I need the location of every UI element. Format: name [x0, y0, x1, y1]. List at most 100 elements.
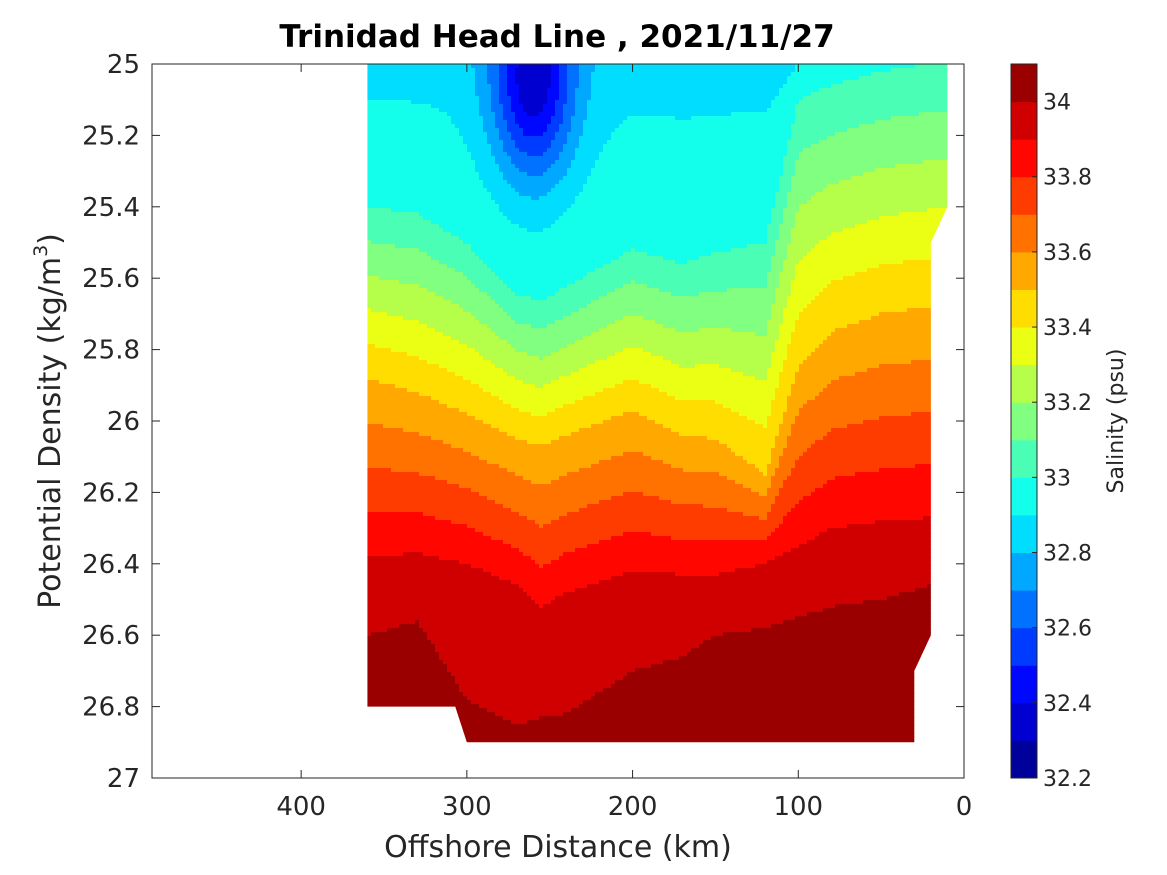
contour-cell — [771, 504, 796, 509]
contour-cell — [791, 132, 836, 137]
contour-cell — [563, 316, 624, 321]
contour-cell — [559, 96, 568, 101]
contour-cell — [783, 620, 948, 625]
contour-cell — [367, 732, 948, 737]
contour-cell — [367, 196, 492, 201]
contour-cell — [783, 420, 796, 425]
contour-cell — [507, 180, 560, 185]
contour-cell — [459, 128, 484, 133]
contour-cell — [491, 360, 596, 365]
contour-cell — [503, 104, 512, 109]
contour-cell — [623, 412, 640, 417]
contour-cell — [799, 204, 948, 209]
contour-cell — [483, 388, 604, 393]
contour-cell — [515, 140, 552, 145]
contour-cell — [567, 76, 580, 81]
contour-cell — [503, 308, 580, 313]
x-tick-label: 400 — [276, 792, 326, 822]
contour-cell — [367, 344, 376, 349]
contour-cell — [419, 356, 484, 361]
contour-cell — [771, 412, 784, 417]
contour-cell — [595, 164, 784, 169]
contour-cell — [559, 436, 708, 441]
contour-cell — [571, 312, 772, 317]
contour-cell — [891, 116, 948, 121]
contour-cell — [551, 480, 736, 485]
contour-cell — [799, 412, 912, 417]
contour-cell — [775, 472, 792, 477]
contour-cell — [767, 536, 816, 541]
contour-cell — [519, 84, 552, 89]
contour-cell — [367, 640, 432, 645]
contour-cell — [463, 272, 496, 277]
contour-cell — [771, 264, 784, 269]
contour-cell — [367, 648, 436, 653]
contour-cell — [367, 440, 444, 445]
contour-cell — [771, 400, 788, 405]
contour-cell — [679, 656, 948, 661]
contour-cell — [763, 424, 768, 429]
contour-cell — [623, 348, 644, 353]
contour-cell — [791, 388, 824, 393]
y-axis-label: Potential Density (kg/m3) — [30, 233, 68, 609]
contour-cell — [523, 128, 548, 133]
contour-cell — [455, 268, 492, 273]
contour-cell — [611, 496, 660, 501]
contour-cell — [367, 300, 452, 305]
contour-cell — [623, 676, 948, 681]
colorbar-swatch — [1011, 627, 1037, 666]
contour-cell — [555, 184, 584, 189]
contour-cell — [499, 128, 508, 133]
contour-cell — [779, 384, 792, 389]
contour-cell — [511, 96, 520, 101]
contour-cell — [631, 248, 636, 253]
contour-cell — [823, 388, 948, 393]
contour-cell — [899, 592, 948, 597]
contour-cell — [447, 368, 504, 373]
contour-cell — [591, 72, 792, 77]
contour-cell — [487, 460, 600, 465]
contour-cell — [367, 84, 476, 89]
contour-cell — [791, 336, 828, 341]
contour-cell — [623, 380, 640, 385]
y-axis: 25 25.2 25.4 25.6 25.8 26 26.2 26.4 26.6 26.8 27 — [82, 50, 964, 794]
contour-cell — [575, 104, 588, 109]
contour-cell — [563, 120, 572, 125]
contour-cell — [831, 84, 948, 89]
contour-cell — [451, 232, 768, 237]
contour-cell — [467, 696, 592, 701]
contour-cell — [491, 572, 624, 577]
contour-cell — [775, 244, 788, 249]
contour-cell — [427, 252, 476, 257]
contour-cell — [463, 448, 732, 453]
contour-cell — [871, 72, 948, 77]
contour-cell — [471, 244, 748, 249]
contour-cell — [783, 484, 824, 489]
contour-cell — [611, 684, 948, 689]
contour-cell — [787, 244, 816, 249]
contour-cell — [791, 124, 860, 129]
contour-cell — [879, 468, 948, 473]
contour-cell — [803, 404, 948, 409]
contour-cell — [787, 348, 816, 353]
contour-cell — [487, 292, 516, 297]
contour-cell — [519, 100, 548, 105]
contour-cell — [795, 264, 880, 269]
contour-cell — [775, 344, 788, 349]
contour-cell — [647, 416, 748, 421]
contour-cell — [559, 64, 568, 69]
contour-cell — [559, 84, 568, 89]
contour-cell — [367, 280, 400, 285]
contour-cell — [679, 432, 780, 437]
contour-cell — [767, 320, 784, 325]
contour-cell — [767, 284, 780, 289]
contour-cell — [551, 352, 616, 357]
contour-cell — [919, 112, 948, 117]
contour-cell — [791, 232, 832, 237]
x-tick-label: 100 — [773, 792, 823, 822]
contour-cell — [367, 404, 448, 409]
contour-cell — [499, 136, 512, 141]
contour-cell — [551, 72, 560, 77]
contour-cell — [531, 196, 540, 201]
contour-cell — [783, 260, 800, 265]
